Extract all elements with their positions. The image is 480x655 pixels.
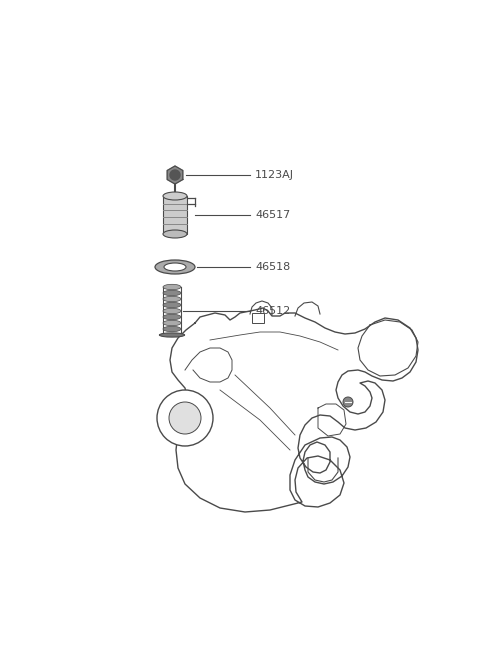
Ellipse shape — [164, 263, 186, 271]
Ellipse shape — [155, 260, 195, 274]
Ellipse shape — [163, 284, 181, 290]
Text: 46512: 46512 — [255, 306, 290, 316]
Text: 46518: 46518 — [255, 262, 290, 272]
Text: 1123AJ: 1123AJ — [255, 170, 294, 180]
Ellipse shape — [163, 230, 187, 238]
Ellipse shape — [163, 326, 181, 331]
Polygon shape — [167, 166, 183, 184]
Ellipse shape — [163, 320, 181, 326]
Ellipse shape — [163, 296, 181, 302]
Ellipse shape — [163, 303, 181, 308]
Ellipse shape — [159, 333, 185, 337]
Ellipse shape — [163, 309, 181, 314]
Bar — [163, 196, 187, 234]
Circle shape — [169, 402, 201, 434]
Ellipse shape — [163, 290, 181, 295]
Circle shape — [343, 397, 353, 407]
Ellipse shape — [163, 192, 187, 200]
Ellipse shape — [163, 314, 181, 320]
Bar — [252, 313, 264, 323]
Text: 46517: 46517 — [255, 210, 290, 220]
Circle shape — [157, 390, 213, 446]
Circle shape — [170, 170, 180, 180]
